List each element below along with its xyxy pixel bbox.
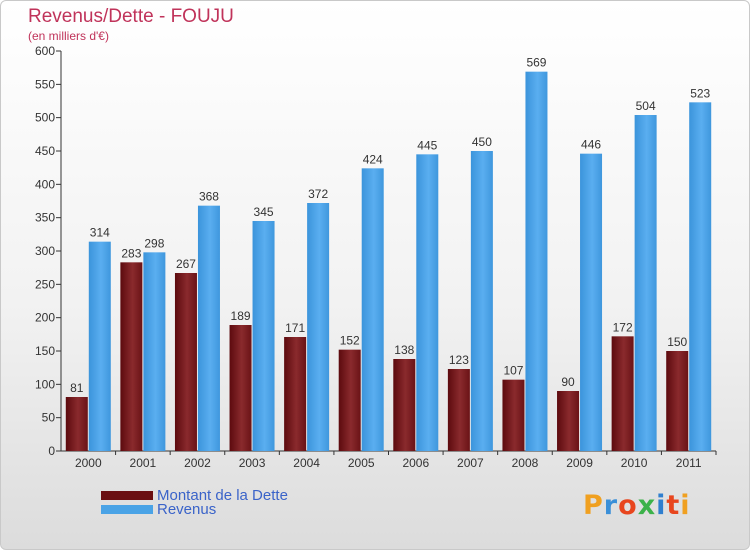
data-label: 107 <box>503 364 523 378</box>
data-label: 372 <box>308 187 328 201</box>
data-label: 150 <box>667 335 687 349</box>
bar-dette <box>502 379 525 451</box>
logo-letter: P <box>583 490 604 521</box>
legend-swatch-revenus <box>101 504 153 514</box>
data-label: 283 <box>121 246 141 260</box>
y-tick-label: 500 <box>35 111 55 125</box>
chart-subtitle: (en milliers d'€) <box>28 29 109 43</box>
data-label: 267 <box>176 257 196 271</box>
chart-title: Revenus/Dette - FOUJU <box>28 6 234 27</box>
y-tick-label: 450 <box>35 144 55 158</box>
bar-dette <box>557 391 580 451</box>
data-label: 424 <box>363 152 383 166</box>
data-label: 81 <box>70 381 84 395</box>
logo-letter: x <box>637 490 657 521</box>
x-tick-label: 2011 <box>676 456 702 470</box>
bar-dette <box>447 369 470 451</box>
legend-label-dette: Montant de la Dette <box>157 486 288 504</box>
bar-revenus <box>307 203 330 451</box>
bar-revenus <box>416 154 439 452</box>
bar-revenus <box>470 151 493 451</box>
data-label: 152 <box>340 334 360 348</box>
bar-revenus <box>525 71 548 452</box>
x-tick-label: 2010 <box>621 456 648 470</box>
data-label: 138 <box>394 343 414 357</box>
y-tick-label: 200 <box>35 311 55 325</box>
bar-revenus <box>252 221 275 451</box>
bar-dette <box>393 359 416 451</box>
data-label: 123 <box>449 353 469 367</box>
y-tick-label: 350 <box>35 211 55 225</box>
bar-revenus <box>88 241 111 451</box>
bar-dette <box>174 273 197 451</box>
bar-revenus <box>361 168 384 452</box>
bar-dette <box>65 397 88 451</box>
x-tick-label: 2004 <box>293 456 320 470</box>
x-tick-label: 2001 <box>130 456 157 470</box>
x-tick-label: 2008 <box>512 456 539 470</box>
data-label: 298 <box>144 236 164 250</box>
bar-dette <box>229 325 252 451</box>
x-tick-label: 2005 <box>348 456 375 470</box>
legend-item-revenus: Revenus <box>101 500 217 518</box>
data-label: 172 <box>613 320 633 334</box>
logo-letter: o <box>618 490 638 521</box>
y-tick-label: 550 <box>35 77 55 91</box>
x-tick-label: 2002 <box>184 456 211 470</box>
bar-dette <box>284 337 307 451</box>
x-tick-label: 2003 <box>239 456 266 470</box>
data-label: 446 <box>581 138 601 152</box>
x-tick-label: 2000 <box>75 456 102 470</box>
bar-dette <box>120 262 143 451</box>
proxiti-logo: Proxiti <box>583 490 691 521</box>
y-tick-label: 100 <box>35 377 55 391</box>
data-label: 314 <box>90 226 110 240</box>
bar-revenus <box>197 205 220 451</box>
y-tick-label: 50 <box>42 411 56 425</box>
y-tick-label: 600 <box>35 44 55 58</box>
x-tick-label: 2006 <box>402 456 429 470</box>
bar-revenus <box>143 252 166 451</box>
legend-item-dette: Montant de la Dette <box>101 486 288 504</box>
data-label: 569 <box>526 56 546 70</box>
bar-dette <box>338 349 361 451</box>
data-label: 504 <box>636 99 656 113</box>
data-label: 189 <box>231 309 251 323</box>
logo-letter: i <box>680 490 691 521</box>
data-label: 345 <box>254 205 274 219</box>
y-tick-label: 0 <box>48 444 55 458</box>
bar-revenus <box>689 102 712 451</box>
bar-dette <box>666 351 689 451</box>
y-tick-label: 250 <box>35 277 55 291</box>
data-label: 171 <box>285 321 305 335</box>
y-tick-label: 400 <box>35 177 55 191</box>
data-label: 368 <box>199 190 219 204</box>
bar-revenus <box>580 153 603 451</box>
legend-swatch-dette <box>101 490 153 500</box>
data-label: 90 <box>561 375 575 389</box>
logo-letter: r <box>603 490 619 521</box>
data-label: 445 <box>417 138 437 152</box>
logo-letter: i <box>656 490 667 521</box>
y-tick-label: 150 <box>35 344 55 358</box>
data-label: 450 <box>472 135 492 149</box>
x-tick-label: 2009 <box>566 456 593 470</box>
bar-revenus <box>634 115 657 451</box>
y-tick-label: 300 <box>35 244 55 258</box>
data-label: 523 <box>690 86 710 100</box>
x-tick-label: 2007 <box>457 456 484 470</box>
logo-letter: t <box>666 490 681 521</box>
bar-dette <box>611 336 634 451</box>
legend-label-revenus: Revenus <box>157 500 217 518</box>
